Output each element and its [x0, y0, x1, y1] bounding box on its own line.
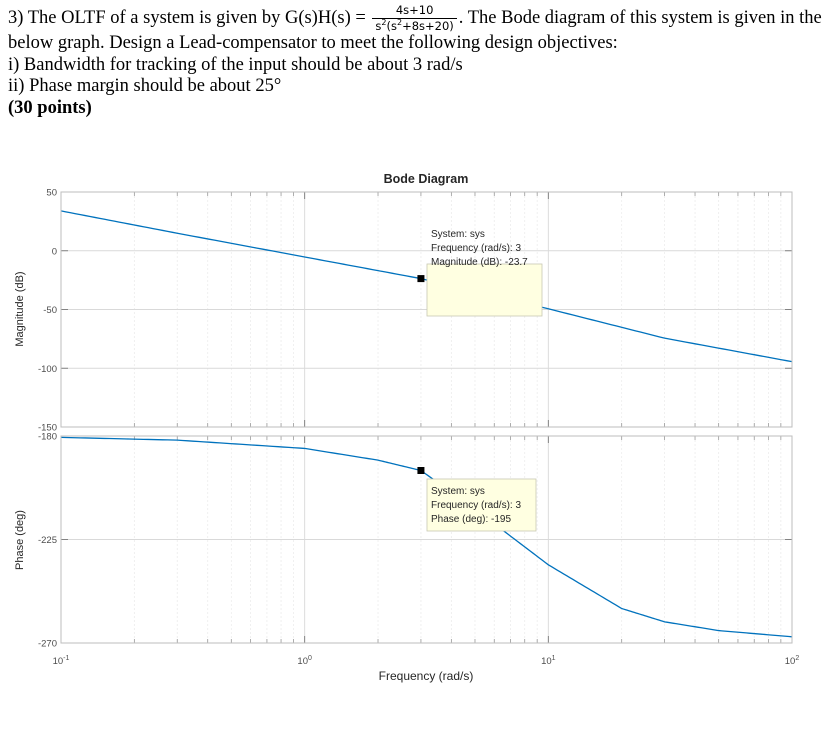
- magnitude-datatip-line-3: Magnitude (dB): -23.7: [431, 257, 528, 268]
- tf-den-exp-2: 2: [397, 18, 403, 28]
- frequency-tick-labels: 10-1 100 101 102: [53, 655, 800, 667]
- points-label: (30 points): [8, 97, 92, 118]
- problem-lead: 3) The OLTF of a system is given by G(s)…: [8, 7, 366, 28]
- frequency-tick-label: 101: [541, 655, 556, 667]
- transfer-function: 4s+10 s2(s2+8s+20): [372, 4, 457, 33]
- magnitude-y-tick-labels: 50 0 -50 -100 -150: [38, 188, 57, 434]
- problem-statement: 3) The OLTF of a system is given by G(s)…: [8, 4, 823, 119]
- phase-datatip-box: [426, 478, 537, 532]
- phase-y-tick-label: -180: [38, 432, 57, 443]
- magnitude-datatip-marker[interactable]: [417, 275, 425, 283]
- problem-line-2: below graph. Design a Lead-compensator t…: [8, 33, 618, 53]
- tf-numerator: 4s+10: [372, 4, 457, 19]
- magnitude-datatip-line-2: Frequency (rad/s): 3: [431, 243, 521, 254]
- magnitude-y-tick-label: 0: [52, 246, 57, 257]
- magnitude-axis-label: Magnitude (dB): [14, 271, 26, 346]
- tf-den-exp-1: 2: [381, 18, 387, 28]
- magnitude-axes-box: [60, 191, 793, 428]
- phase-axis-label: Phase (deg): [14, 510, 26, 570]
- tf-den-open: (s: [386, 19, 397, 33]
- phase-datatip-line-3: Phase (deg): -195: [431, 514, 511, 525]
- chart-title: Bode Diagram: [384, 172, 469, 186]
- magnitude-y-tick-label: -150: [38, 423, 57, 434]
- objective-bandwidth: i) Bandwidth for tracking of the input s…: [8, 54, 463, 75]
- frequency-tick-label: 102: [785, 655, 800, 667]
- phase-y-tick-label: -225: [38, 535, 57, 546]
- phase-y-tick-labels: -180 -225 -270: [38, 432, 57, 650]
- problem-after-tf: . The Bode diagram of this system is giv…: [458, 7, 822, 28]
- problem-line-1: 3) The OLTF of a system is given by G(s)…: [8, 4, 823, 33]
- frequency-axis-label: Frequency (rad/s): [379, 669, 474, 683]
- phase-axes-box: [60, 435, 793, 644]
- tf-den-s: s: [375, 19, 382, 33]
- phase-datatip-line-1: System: sys: [431, 486, 485, 497]
- frequency-tick-label: 100: [297, 655, 312, 667]
- phase-y-tick-label: -270: [38, 639, 57, 650]
- magnitude-datatip-box: [426, 263, 543, 317]
- magnitude-y-tick-label: 50: [46, 188, 57, 199]
- magnitude-datatip-line-1: System: sys: [431, 229, 485, 240]
- magnitude-y-tick-label: -100: [38, 364, 57, 375]
- phase-datatip-marker[interactable]: [417, 467, 425, 474]
- frequency-tick-label: 10-1: [53, 655, 70, 667]
- phase-datatip-line-2: Frequency (rad/s): 3: [431, 500, 521, 511]
- phase-datatip[interactable]: System: sys Frequency (rad/s): 3 Phase (…: [417, 467, 537, 532]
- magnitude-datatip[interactable]: System: sys Frequency (rad/s): 3 Magnitu…: [417, 229, 543, 317]
- tf-den-rest: +8s+20): [402, 19, 454, 33]
- tf-denominator: s2(s2+8s+20): [372, 19, 456, 33]
- objective-phase-margin: ii) Phase margin should be about 25°: [8, 76, 282, 96]
- magnitude-y-tick-label: -50: [43, 305, 57, 316]
